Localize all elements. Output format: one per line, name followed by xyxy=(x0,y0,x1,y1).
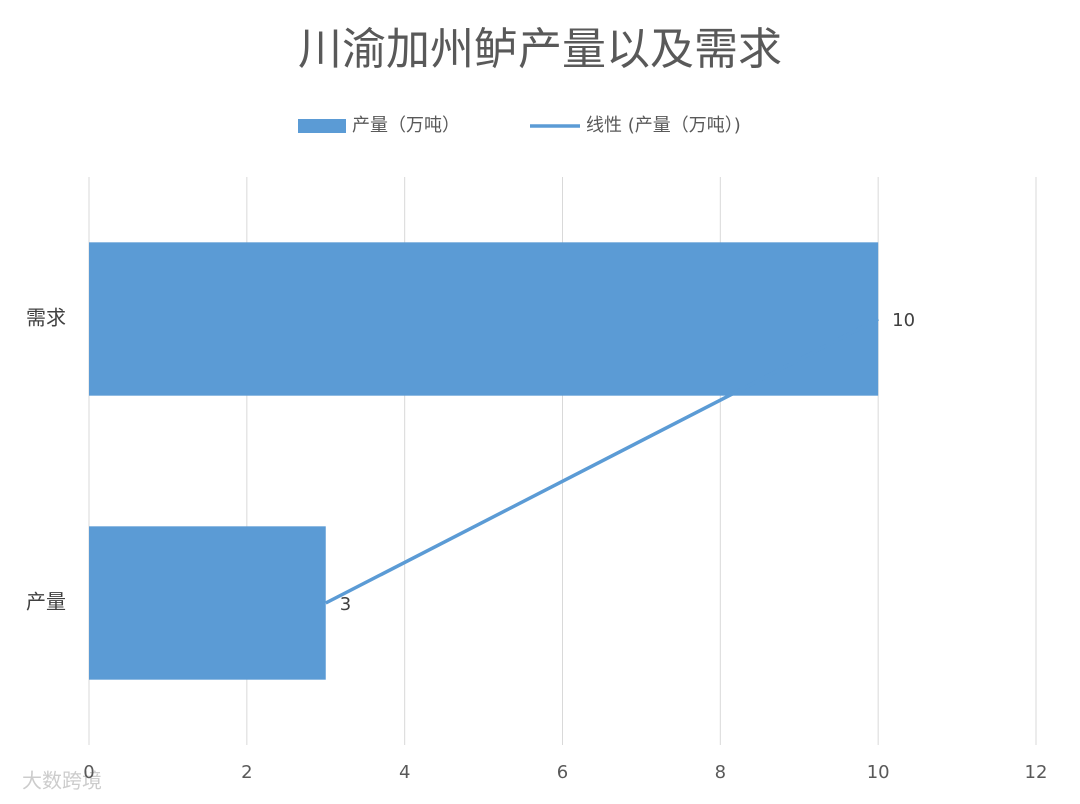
trendline xyxy=(324,317,879,605)
legend-swatch xyxy=(298,119,346,133)
x-tick-label: 10 xyxy=(867,762,890,783)
x-tick-label: 12 xyxy=(1025,762,1048,783)
data-label: 3 xyxy=(340,594,351,615)
y-tick-label: 需求 xyxy=(26,306,66,330)
x-tick-label: 6 xyxy=(557,762,568,783)
watermark: 大数跨境 xyxy=(22,769,102,793)
data-label: 10 xyxy=(892,310,915,331)
bar xyxy=(89,242,879,396)
bar xyxy=(89,526,326,680)
y-tick-label: 产量 xyxy=(26,590,66,614)
legend-label: 产量（万吨） xyxy=(352,115,460,136)
x-tick-label: 2 xyxy=(241,762,252,783)
chart-title: 川渝加州鲈产量以及需求 xyxy=(298,24,782,75)
x-tick-label: 4 xyxy=(399,762,410,783)
legend-label: 线性 (产量（万吨）) xyxy=(586,115,741,136)
x-tick-label: 8 xyxy=(715,762,726,783)
x-tick-label: 0 xyxy=(83,762,94,783)
